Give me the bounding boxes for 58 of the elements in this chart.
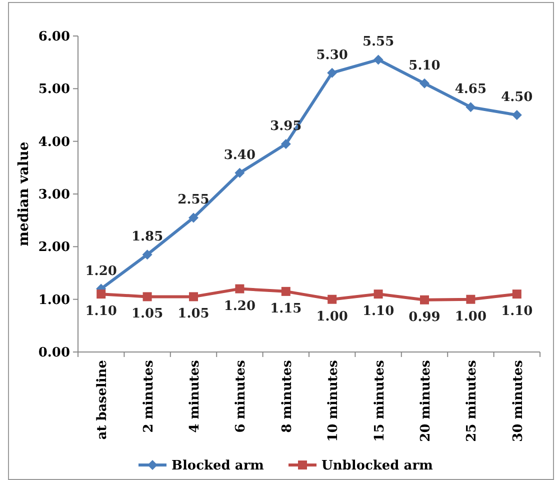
y-tick-label: 2.00 (38, 240, 70, 256)
point (328, 294, 337, 304)
data-label: 5.10 (408, 58, 440, 74)
point (374, 290, 383, 299)
point (188, 212, 198, 223)
data-label: 3.40 (224, 148, 256, 163)
point (234, 168, 245, 178)
point (466, 102, 476, 112)
point (420, 295, 429, 304)
x-tick-label: 15 minutes (372, 360, 388, 442)
data-label: 5.55 (362, 34, 394, 50)
x-tick-label: 8 minutes (280, 360, 295, 433)
x-tick-label: 20 minutes (418, 360, 434, 442)
point (466, 294, 476, 304)
point (327, 68, 338, 78)
data-label: 1.10 (501, 304, 533, 320)
x-tick-label: 4 minutes (188, 360, 202, 433)
data-label: 1.05 (178, 306, 210, 322)
y-tick-label: 3.00 (38, 188, 70, 203)
data-label: 1.20 (85, 264, 117, 279)
data-label: 1.85 (131, 230, 164, 245)
data-label: 5.30 (316, 48, 348, 63)
data-label: 1.00 (316, 309, 348, 324)
y-tick-label: 1.00 (38, 292, 70, 308)
x-tick-label: 10 minutes (326, 360, 342, 442)
data-label: 4.65 (454, 82, 487, 98)
point (420, 78, 430, 88)
point (235, 284, 244, 294)
x-tick-label: 6 minutes (234, 360, 249, 433)
data-label: 2.55 (178, 192, 210, 208)
data-label: 1.20 (224, 298, 256, 314)
y-tick-label: 5.00 (38, 82, 70, 98)
data-label: 4.50 (501, 90, 533, 105)
point (142, 250, 152, 260)
data-label: 1.00 (454, 309, 487, 324)
data-label: 1.10 (85, 304, 117, 320)
y-tick-label: 4.00 (38, 134, 70, 150)
legend-label: Blocked arm (172, 458, 264, 474)
data-label: 0.99 (408, 310, 440, 325)
y-axis-title: median value (16, 142, 32, 246)
point (280, 138, 291, 149)
point (373, 54, 384, 65)
x-tick-label: at baseline (95, 360, 110, 440)
y-tick-label: 0.00 (38, 346, 70, 361)
point (189, 292, 198, 302)
point (512, 290, 522, 299)
legend-label: Unblocked arm (322, 458, 434, 474)
point (281, 286, 290, 296)
data-label: 1.15 (270, 301, 302, 316)
point (512, 110, 522, 120)
x-tick-label: 2 minutes (141, 360, 156, 433)
data-label: 1.05 (131, 306, 164, 322)
x-tick-label: 30 minutes (510, 360, 526, 442)
data-label: 1.10 (362, 304, 394, 320)
y-tick-label: 6.00 (38, 30, 70, 45)
x-tick-label: 25 minutes (464, 360, 480, 442)
point (96, 290, 106, 299)
point (142, 292, 152, 302)
